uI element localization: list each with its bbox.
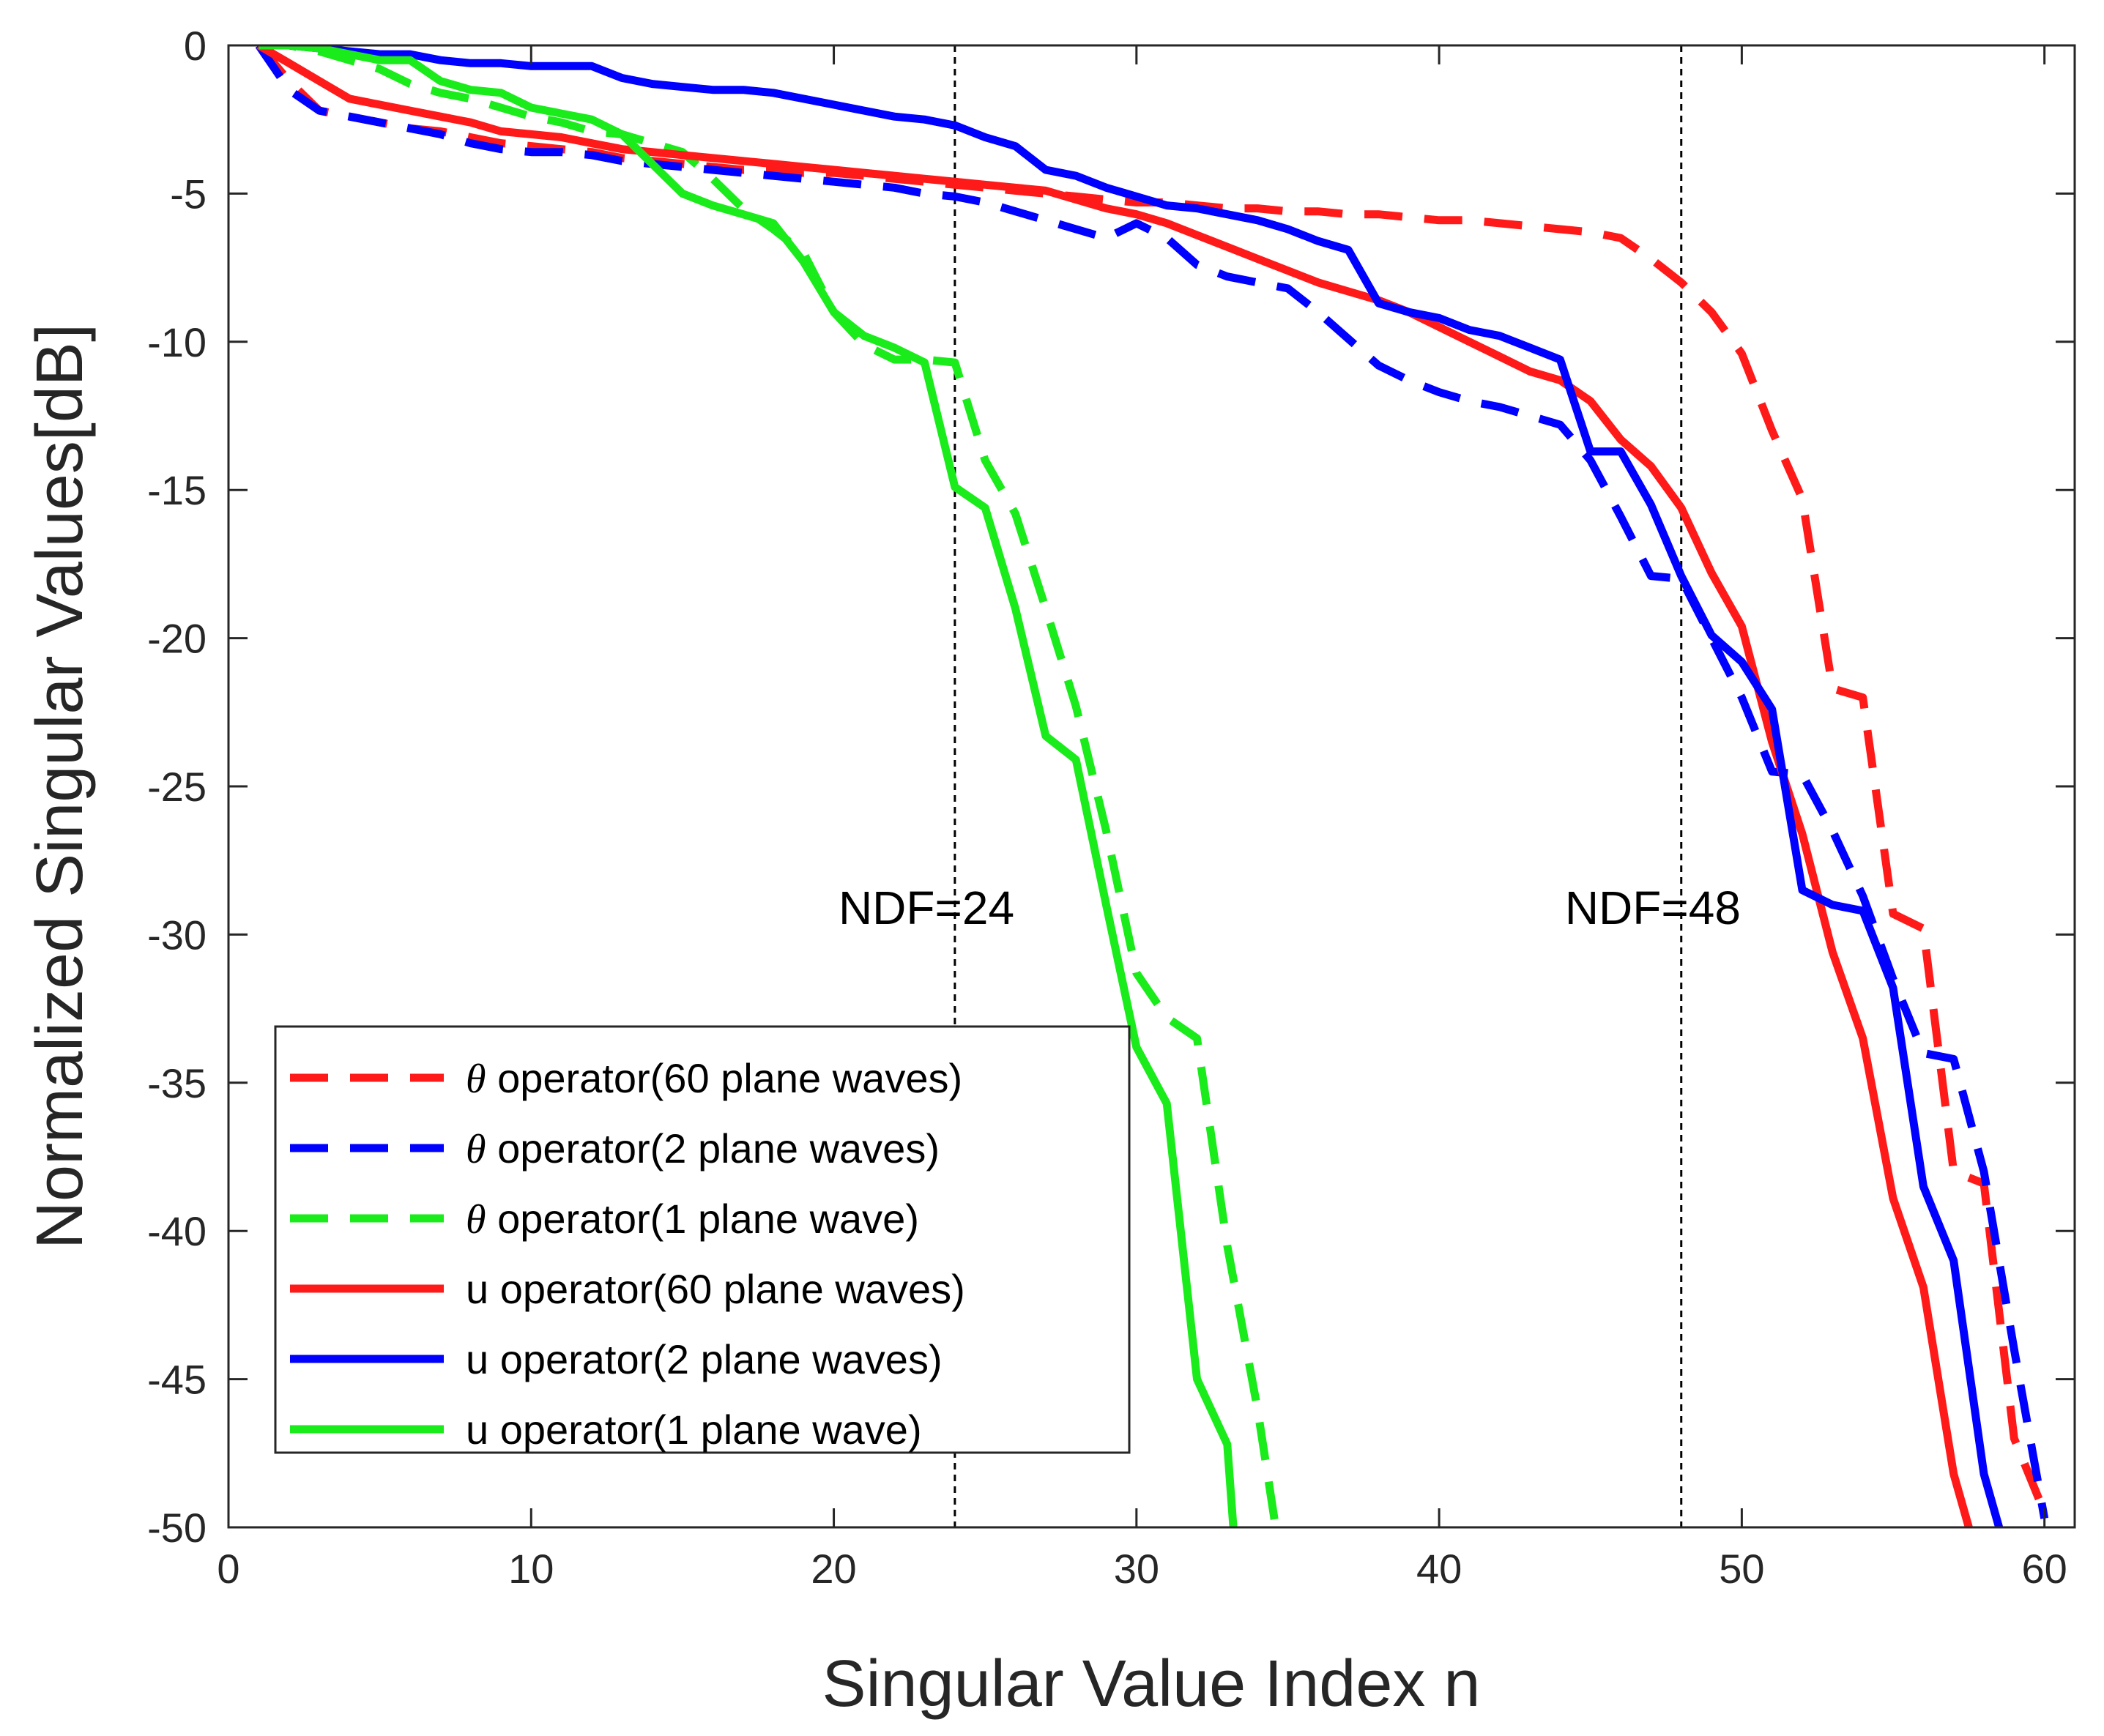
x-tick-label: 10: [508, 1546, 554, 1592]
legend-box: [274, 1025, 1131, 1454]
series-layer: [255, 45, 2049, 1527]
series-line-4: [256, 45, 1973, 1527]
x-tick-label: 0: [217, 1546, 239, 1592]
ndf-value: 48: [1689, 882, 1741, 934]
x-axis-title: Singular Value Index n: [822, 1647, 1481, 1721]
ndf-label: NDF=: [1565, 882, 1689, 934]
x-tick-label: 30: [1114, 1546, 1159, 1592]
legend: θ operator(60 plane waves)θ operator(2 p…: [274, 1025, 1131, 1454]
series-line-5: [259, 45, 2003, 1527]
y-tick-label: -20: [147, 616, 207, 662]
x-tick-label: 50: [1719, 1546, 1764, 1592]
legend-label: operator(1 plane wave): [486, 1196, 919, 1242]
legend-entry: θ operator(60 plane waves): [466, 1055, 962, 1102]
x-tick-label: 20: [811, 1546, 856, 1592]
legend-entry: u operator(2 plane waves): [466, 1336, 943, 1382]
y-tick-label: -40: [147, 1208, 207, 1254]
y-tick-label: -50: [147, 1505, 207, 1551]
legend-theta-symbol: θ: [466, 1197, 486, 1243]
y-tick-label: -35: [147, 1060, 207, 1106]
series-line-6: [259, 45, 1238, 1527]
x-tick-label: 40: [1416, 1546, 1462, 1592]
legend-entry: u operator(60 plane waves): [466, 1266, 965, 1312]
legend-theta-symbol: θ: [466, 1057, 486, 1102]
y-tick-label: 0: [184, 23, 207, 69]
axis-ticks: 0 10 20 30 40 50 60 0 -5 -10 -15 -20 -25 -30 -35 -40 -45…: [147, 23, 2075, 1592]
legend-entry: θ operator(2 plane waves): [466, 1125, 940, 1172]
y-tick-label: -5: [170, 171, 207, 217]
y-tick-label: -30: [147, 912, 207, 958]
legend-theta-symbol: θ: [466, 1127, 486, 1172]
x-tick-label: 60: [2022, 1546, 2067, 1592]
legend-entry: θ operator(1 plane wave): [466, 1196, 919, 1243]
ndf-labels: NDF= 24 NDF= 48: [839, 882, 1741, 934]
ndf-value: 24: [962, 882, 1014, 934]
y-axis-title: Normalized Singular Values[dB]: [23, 324, 97, 1249]
y-tick-label: -10: [147, 319, 207, 365]
y-tick-label: -45: [147, 1357, 207, 1403]
series-line-2: [255, 45, 2049, 1519]
y-tick-label: -15: [147, 467, 207, 513]
ndf-label: NDF=: [839, 882, 962, 934]
legend-label: operator(2 plane waves): [486, 1125, 940, 1171]
legend-entry: u operator(1 plane wave): [466, 1407, 922, 1453]
y-tick-label: -25: [147, 764, 207, 810]
legend-label: operator(60 plane waves): [486, 1055, 963, 1101]
